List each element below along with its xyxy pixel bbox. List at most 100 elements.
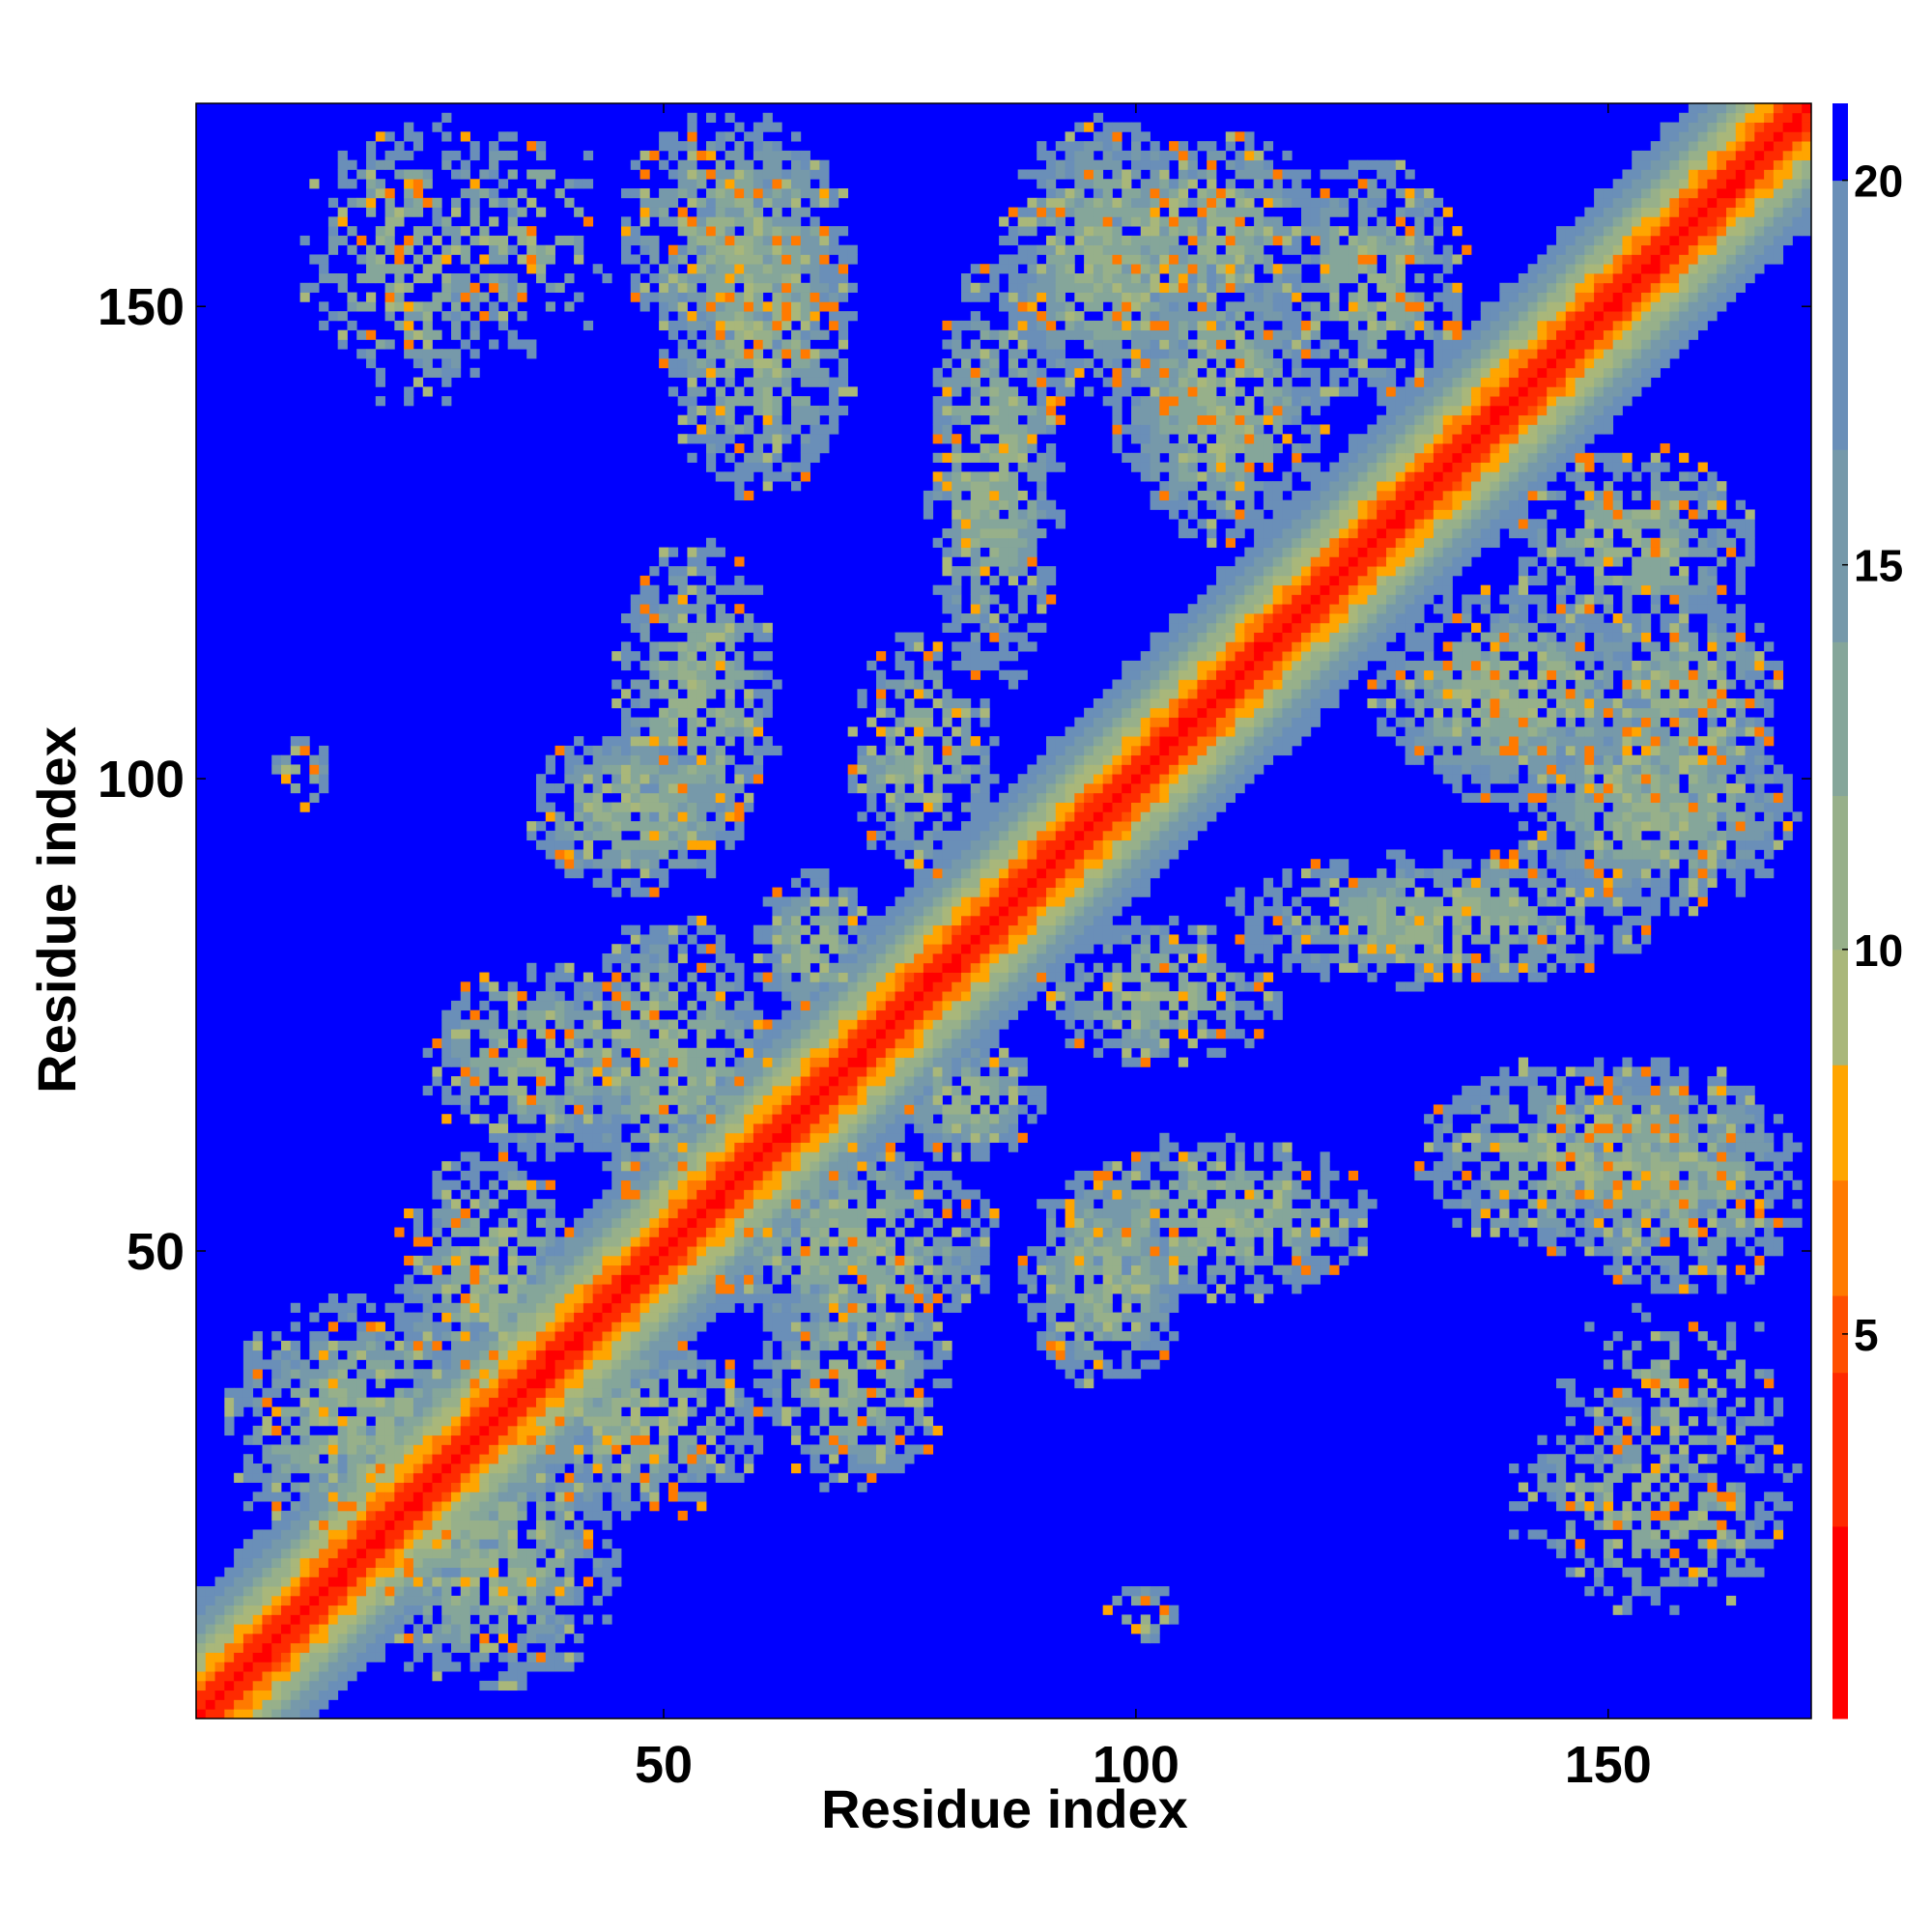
heatmap-cell xyxy=(564,830,575,841)
heatmap-cell xyxy=(677,575,688,586)
heatmap-cell xyxy=(639,207,650,217)
heatmap-cell xyxy=(885,1142,895,1152)
heatmap-cell xyxy=(621,1312,632,1322)
heatmap-cell xyxy=(469,292,480,302)
heatmap-cell xyxy=(517,235,527,246)
heatmap-cell xyxy=(696,1123,707,1134)
heatmap-cell xyxy=(290,1454,300,1464)
heatmap-cell xyxy=(404,264,414,274)
heatmap-cell xyxy=(441,367,452,378)
heatmap-cell xyxy=(895,1038,905,1049)
heatmap-cell xyxy=(394,1406,405,1417)
heatmap-cell xyxy=(668,1255,679,1266)
heatmap-cell xyxy=(271,1586,282,1597)
heatmap-cell xyxy=(867,1274,877,1285)
heatmap-cell xyxy=(876,1170,887,1181)
heatmap-cell xyxy=(715,179,725,189)
heatmap-cell xyxy=(696,1284,707,1294)
heatmap-cell xyxy=(791,1029,802,1039)
heatmap-cell xyxy=(753,311,764,322)
heatmap-cell xyxy=(876,774,887,784)
heatmap-cell xyxy=(327,1510,339,1521)
heatmap-cell xyxy=(366,349,377,359)
heatmap-cell xyxy=(810,405,820,416)
heatmap-cell xyxy=(432,1397,442,1407)
heatmap-cell xyxy=(649,1378,660,1389)
heatmap-cell xyxy=(639,792,650,803)
heatmap-cell xyxy=(800,207,810,217)
heatmap-cell xyxy=(810,1331,820,1342)
heatmap-cell xyxy=(356,1492,367,1502)
heatmap-cell xyxy=(592,1557,603,1568)
heatmap-cell xyxy=(497,1492,509,1502)
heatmap-cell xyxy=(497,1652,509,1662)
heatmap-cell xyxy=(885,736,895,747)
heatmap-cell xyxy=(791,1208,802,1219)
heatmap-cell xyxy=(327,1378,339,1389)
heatmap-cell xyxy=(582,1132,594,1143)
heatmap-cell xyxy=(517,1236,527,1247)
heatmap-cell xyxy=(224,1634,235,1644)
heatmap-cell xyxy=(885,944,895,954)
heatmap-cell xyxy=(536,1548,547,1559)
heatmap-cell xyxy=(611,1170,622,1181)
heatmap-cell xyxy=(507,1340,518,1351)
heatmap-cell xyxy=(696,802,707,812)
heatmap-cell xyxy=(857,1293,867,1304)
heatmap-cell xyxy=(857,783,867,794)
heatmap-cell xyxy=(706,594,717,605)
heatmap-cell xyxy=(299,1690,310,1700)
heatmap-cell xyxy=(810,188,820,199)
heatmap-cell xyxy=(592,981,603,992)
heatmap-cell xyxy=(857,1246,867,1257)
heatmap-cell xyxy=(469,1350,480,1360)
heatmap-cell xyxy=(791,1312,802,1322)
heatmap-cell xyxy=(659,717,669,727)
heatmap-cell xyxy=(857,764,867,775)
heatmap-cell xyxy=(404,1529,414,1540)
heatmap-cell xyxy=(772,1406,782,1417)
heatmap-cell xyxy=(489,1312,499,1322)
heatmap-cell xyxy=(744,282,754,293)
heatmap-cell xyxy=(281,1709,292,1719)
heatmap-cell xyxy=(536,1567,547,1577)
heatmap-cell xyxy=(262,1595,272,1606)
heatmap-cell xyxy=(602,1274,612,1285)
heatmap-cell xyxy=(526,1416,537,1427)
heatmap-cell xyxy=(242,1586,254,1597)
heatmap-cell xyxy=(545,1227,555,1237)
heatmap-cell xyxy=(715,717,725,727)
heatmap-cell xyxy=(706,405,717,416)
heatmap-cell xyxy=(611,1114,622,1124)
heatmap-cell xyxy=(668,1236,679,1247)
heatmap-cell xyxy=(696,1009,707,1020)
heatmap-cell xyxy=(668,669,679,680)
heatmap-cell xyxy=(252,1586,263,1597)
heatmap-cell xyxy=(791,282,802,293)
heatmap-cell xyxy=(744,1227,754,1237)
heatmap-cell xyxy=(630,273,640,284)
heatmap-cell xyxy=(479,273,490,284)
heatmap-cell xyxy=(574,1634,584,1644)
heatmap-cell xyxy=(630,859,640,869)
heatmap-cell xyxy=(441,1567,452,1577)
heatmap-cell xyxy=(564,1444,575,1455)
heatmap-cell xyxy=(639,717,650,727)
heatmap-cell xyxy=(252,1690,263,1700)
heatmap-cell xyxy=(526,1529,537,1540)
heatmap-cell xyxy=(639,754,650,765)
heatmap-cell xyxy=(611,1492,622,1502)
heatmap-cell xyxy=(309,1331,320,1342)
heatmap-cell xyxy=(904,962,915,973)
heatmap-cell xyxy=(337,1662,348,1672)
heatmap-cell xyxy=(337,1529,348,1540)
heatmap-cell xyxy=(668,1274,679,1285)
heatmap-cell xyxy=(271,1492,282,1502)
heatmap-cell xyxy=(838,1189,849,1200)
heatmap-cell xyxy=(696,613,707,624)
heatmap-cell xyxy=(687,1047,697,1058)
heatmap-cell xyxy=(252,1577,263,1587)
heatmap-cell xyxy=(422,1387,433,1398)
heatmap-cell xyxy=(469,1492,480,1502)
heatmap-cell xyxy=(659,1019,669,1030)
